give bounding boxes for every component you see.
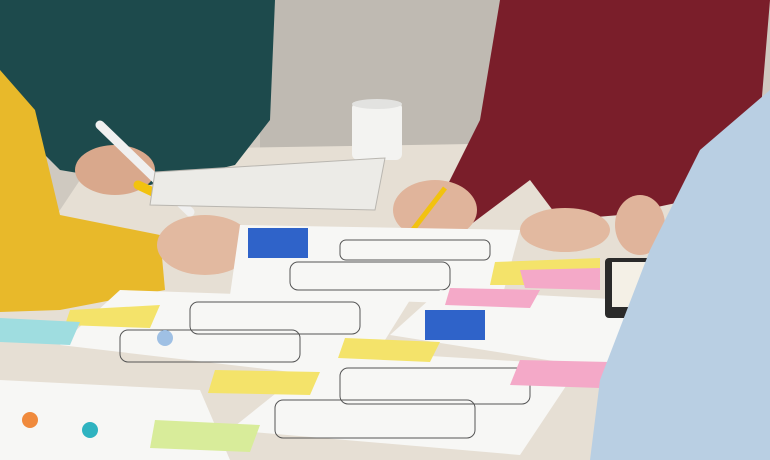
hand [520, 208, 610, 252]
wireframe-sheets [0, 225, 630, 460]
teal-sweater [0, 0, 275, 185]
sticky-notes [0, 258, 610, 452]
notebook [149, 157, 386, 211]
hand [157, 215, 253, 275]
coffee-mug [352, 102, 402, 160]
maroon-sweater [440, 0, 770, 225]
blue-shirt [590, 90, 770, 460]
coffee-mug-rim [352, 99, 402, 109]
yellow-jacket [0, 70, 165, 312]
hand [615, 195, 665, 255]
